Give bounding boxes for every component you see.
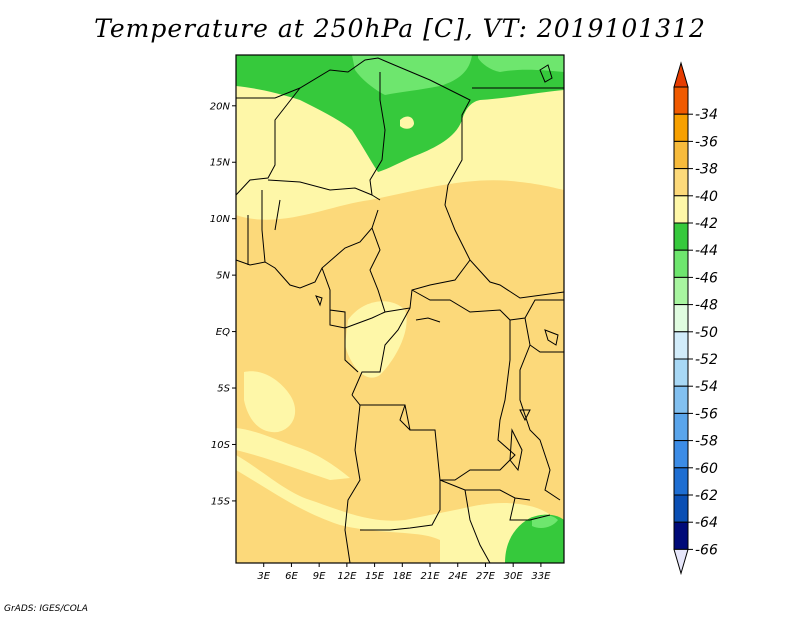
colorbar-swatch <box>673 113 689 142</box>
colorbar-label: -46 <box>695 270 718 286</box>
field-band-46-southeast <box>532 515 558 528</box>
lon-tick-label: 27E <box>476 571 496 582</box>
colorbar-label: -44 <box>695 243 718 259</box>
lat-tick-label: 15S <box>211 496 231 507</box>
colorbar-label: -64 <box>695 515 718 531</box>
colorbar-label: -56 <box>695 406 718 422</box>
lon-tick-label: 33E <box>531 571 551 582</box>
colorbar-swatch <box>673 385 689 414</box>
lon-tick-label: 21E <box>421 571 441 582</box>
grads-credit: GrADS: IGES/COLA <box>4 604 88 614</box>
temperature-field <box>236 55 564 563</box>
longitude-ticks: 3E 6E 9E 12E 15E 18E 21E 24E 27E 30E 33E <box>257 563 551 582</box>
colorbar: -34 -36 -38 -40 -42 -44 -46 -48 -50 -52 -54 -56 -58 -… <box>673 61 718 576</box>
colorbar-top-triangle <box>673 61 689 88</box>
country-borders <box>235 57 565 564</box>
field-band-44-southeast <box>505 514 564 563</box>
colorbar-label: -60 <box>695 461 718 477</box>
colorbar-swatch <box>673 304 689 333</box>
lat-tick-label: EQ <box>216 327 230 338</box>
colorbar-label: -58 <box>695 434 718 450</box>
field-band-44-north <box>236 55 564 172</box>
colorbar-swatch <box>673 331 689 360</box>
colorbar-label: -36 <box>695 134 718 150</box>
lon-tick-label: 30E <box>504 571 524 582</box>
colorbar-label: -34 <box>695 107 718 123</box>
field-band-42-patch-3 <box>236 428 350 480</box>
latitude-ticks: 20N 15N 10N 5N EQ 5S 10S 15S <box>210 101 236 507</box>
colorbar-swatch <box>673 276 689 306</box>
colorbar-label: -66 <box>695 542 718 558</box>
colorbar-swatch <box>673 86 689 115</box>
colorbar-swatch <box>673 467 689 496</box>
field-band-40-south <box>236 470 440 563</box>
lon-tick-label: 24E <box>448 571 468 582</box>
colorbar-swatch <box>673 249 689 278</box>
field-band-46-ne <box>478 55 564 72</box>
map-title: Temperature at 250hPa [C], VT: 201910131… <box>94 14 706 43</box>
colorbar-label: -40 <box>695 189 718 205</box>
lat-tick-label: 5S <box>217 384 230 395</box>
colorbar-label: -54 <box>695 379 718 395</box>
lat-tick-label: 10S <box>211 440 231 451</box>
lat-tick-label: 20N <box>210 101 231 112</box>
lon-tick-label: 12E <box>337 571 357 582</box>
lat-tick-label: 15N <box>210 158 231 169</box>
lon-tick-label: 6E <box>285 571 298 582</box>
colorbar-label: -42 <box>695 216 718 232</box>
colorbar-swatch <box>673 412 689 442</box>
colorbar-swatch <box>673 168 689 197</box>
colorbar-swatch <box>673 195 689 224</box>
colorbar-label: -52 <box>695 352 718 368</box>
colorbar-swatch <box>673 222 689 251</box>
field-band-46-north <box>352 55 472 95</box>
field-band-42-patch-4 <box>300 146 333 175</box>
colorbar-bottom-triangle <box>673 548 689 576</box>
field-band-42-patch-2 <box>244 371 296 433</box>
lat-tick-label: 5N <box>216 271 230 282</box>
lon-tick-label: 15E <box>365 571 385 582</box>
lon-tick-label: 3E <box>257 571 270 582</box>
colorbar-swatch <box>673 358 689 387</box>
colorbar-label: -48 <box>695 298 718 314</box>
lat-tick-label: 10N <box>210 214 231 225</box>
lon-tick-label: 18E <box>393 571 413 582</box>
colorbar-label: -62 <box>695 488 718 504</box>
lon-tick-label: 9E <box>313 571 326 582</box>
map-frame <box>235 54 565 564</box>
field-band-42-patch <box>345 301 407 378</box>
field-band-42-hole <box>400 116 414 129</box>
colorbar-swatch <box>673 521 689 550</box>
colorbar-swatch <box>673 140 689 170</box>
colorbar-label: -38 <box>695 162 718 178</box>
colorbar-swatch <box>673 494 689 523</box>
colorbar-swatch <box>673 440 689 469</box>
colorbar-label: -50 <box>695 325 718 341</box>
